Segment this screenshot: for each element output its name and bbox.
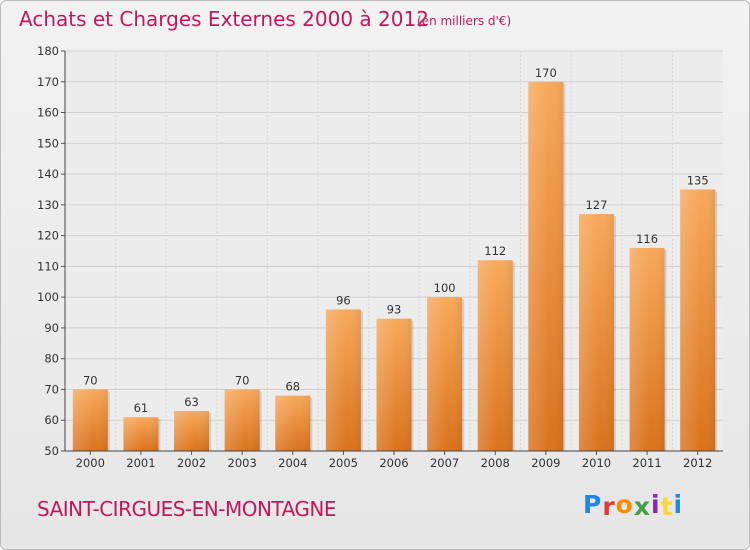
value-label-2005: 96	[336, 293, 351, 307]
value-label-2008: 112	[484, 244, 506, 258]
value-label-2003: 70	[235, 373, 250, 387]
value-label-2002: 63	[184, 395, 199, 409]
x-tick-label-2005: 2005	[329, 456, 358, 470]
value-label-2004: 68	[285, 380, 300, 394]
logo-letter: o	[615, 490, 634, 519]
bar-highlight	[72, 389, 108, 451]
y-tick-label: 60	[44, 413, 59, 427]
logo-letter: P	[583, 490, 603, 519]
bar-highlight	[275, 395, 311, 451]
value-label-2007: 100	[434, 281, 456, 295]
logo-letter: i	[651, 490, 661, 519]
x-tick-label-2011: 2011	[632, 456, 661, 470]
y-tick-label: 90	[44, 321, 59, 335]
chart-title: Achats et Charges Externes 2000 à 2012	[19, 7, 429, 31]
y-tick-label: 100	[37, 290, 59, 304]
bar-highlight	[680, 189, 716, 451]
bar-highlight	[224, 389, 260, 451]
x-tick-label-2012: 2012	[683, 456, 712, 470]
bar-highlight	[123, 417, 159, 451]
logo-letter: t	[660, 492, 674, 521]
y-tick-label: 170	[37, 75, 59, 89]
value-label-2001: 61	[134, 401, 149, 415]
x-tick-label-2009: 2009	[531, 456, 560, 470]
bar-highlight	[376, 318, 412, 451]
chart-subtitle: (en milliers d'€)	[417, 14, 512, 28]
y-tick-label: 110	[37, 259, 59, 273]
commune-name: SAINT-CIRGUES-EN-MONTAGNE	[37, 497, 337, 521]
value-label-2010: 127	[585, 198, 607, 212]
bar-highlight	[528, 81, 564, 452]
y-tick-label: 130	[37, 198, 59, 212]
x-tick-label-2000: 2000	[76, 456, 105, 470]
x-tick-label-2001: 2001	[126, 456, 155, 470]
y-tick-label: 80	[44, 352, 59, 366]
value-label-2006: 93	[387, 303, 402, 317]
x-tick-label-2007: 2007	[430, 456, 459, 470]
y-tick-label: 120	[37, 229, 59, 243]
bar-highlight	[578, 214, 614, 451]
bar-highlight	[174, 411, 210, 451]
y-tick-label: 50	[44, 444, 59, 458]
y-tick-label: 160	[37, 106, 59, 120]
value-label-2000: 70	[83, 373, 98, 387]
value-label-2012: 135	[687, 173, 709, 187]
proxiti-logo: Proxiti	[583, 490, 684, 521]
logo-letter: r	[602, 492, 616, 521]
x-tick-label-2004: 2004	[278, 456, 307, 470]
logo-letter: i	[673, 490, 684, 519]
x-tick-label-2010: 2010	[582, 456, 611, 470]
logo-letter: x	[633, 492, 651, 521]
y-tick-label: 180	[37, 44, 59, 58]
bar-highlight	[325, 309, 361, 451]
x-tick-label-2008: 2008	[481, 456, 510, 470]
value-label-2009: 170	[535, 66, 557, 80]
y-tick-label: 70	[44, 382, 59, 396]
y-tick-label: 150	[37, 136, 59, 150]
value-label-2011: 116	[636, 232, 658, 246]
x-tick-label-2003: 2003	[228, 456, 257, 470]
bar-highlight	[427, 297, 463, 451]
x-tick-label-2006: 2006	[379, 456, 408, 470]
y-tick-label: 140	[37, 167, 59, 181]
x-tick-label-2002: 2002	[177, 456, 206, 470]
bar-highlight	[477, 260, 513, 451]
bar-highlight	[629, 247, 665, 451]
